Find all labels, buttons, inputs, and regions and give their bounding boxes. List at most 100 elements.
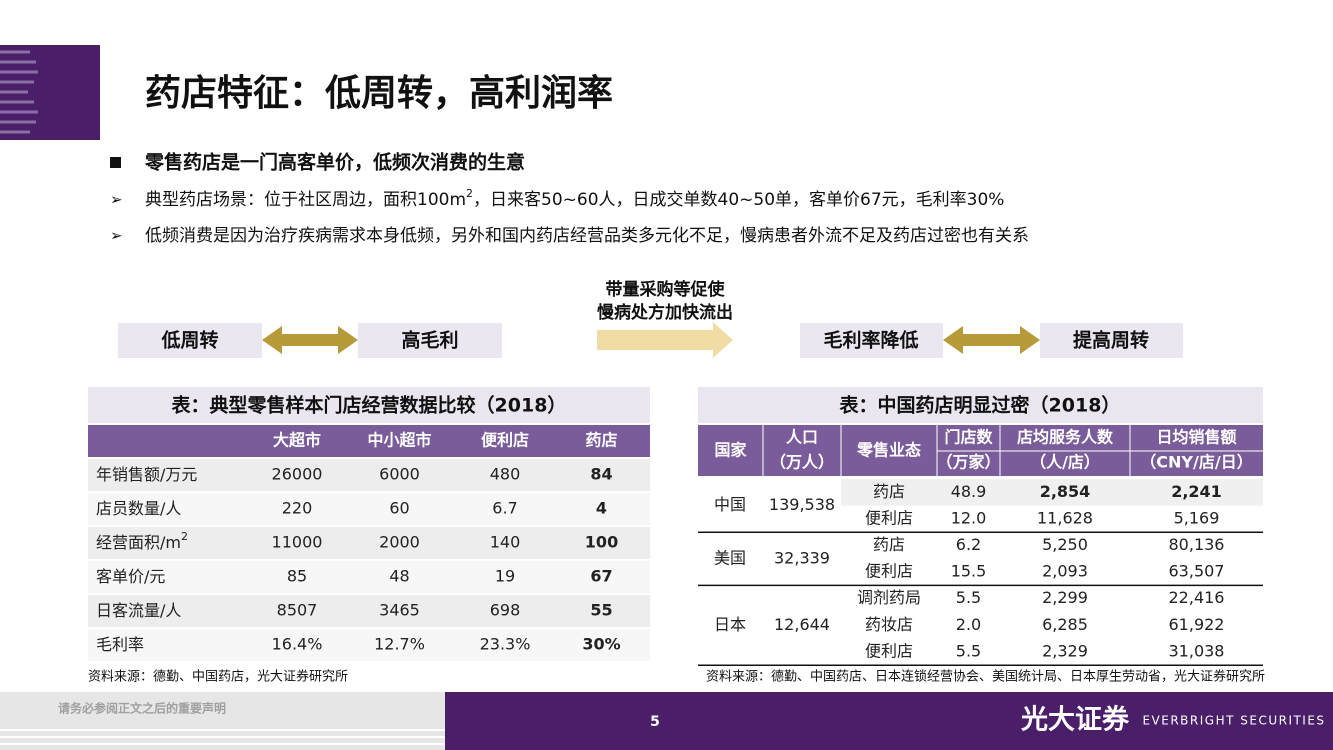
logo-block	[0, 45, 100, 140]
cell: 5.5	[956, 641, 981, 660]
cell: 698	[490, 601, 521, 620]
header-cell: 门店数	[944, 428, 993, 447]
caption: 表：中国药店明显过密（2018）	[840, 394, 1121, 417]
row-label: 日客流量/人	[96, 601, 181, 620]
row-bg	[88, 561, 650, 593]
cell: 11,628	[1037, 508, 1093, 527]
header-cell: 药店	[585, 431, 617, 450]
row-bg	[88, 629, 650, 661]
sub-bullet: 典型药店场景：位于社区周边，面积100m2，日来客50~60人，日成交单数40~…	[145, 187, 1004, 211]
highlight-row	[841, 479, 1263, 506]
table-2: 表：中国药店明显过密（2018） 国家 人口 （万人） 零售业态 门店数 （万家） 店均服务人…	[698, 387, 1265, 685]
label-text: 日客流量/人	[96, 601, 181, 620]
cell: 12.7%	[374, 635, 425, 654]
cell: 16.4%	[272, 635, 323, 654]
box	[118, 323, 262, 358]
header-cell: （人/店）	[1030, 453, 1100, 472]
caption-bg	[698, 387, 1263, 423]
cell: 67	[590, 567, 612, 586]
cell: 2000	[379, 533, 420, 552]
row-label: 经营面积/m2	[96, 530, 188, 552]
cell: 8507	[277, 601, 318, 620]
brand-en: EVERBRIGHT SECURITIES	[1142, 714, 1325, 728]
cell: 19	[495, 567, 515, 586]
footer-left	[0, 692, 445, 750]
header-cell: （万人）	[770, 453, 834, 472]
box	[358, 323, 502, 358]
header-cell: 店均服务人数	[1017, 428, 1114, 447]
box-label: 提高周转	[1073, 329, 1149, 352]
row-bg	[88, 459, 650, 491]
main-bullet: 零售药店是一门高客单价，低频次消费的生意	[144, 151, 525, 174]
box-label: 低周转	[160, 329, 218, 352]
cell: 便利店	[865, 641, 913, 660]
header-cell: 日均销售额	[1156, 428, 1236, 447]
cell: 31,038	[1169, 641, 1225, 660]
label-text: 年销售额/万元	[96, 465, 197, 484]
row-bg	[88, 595, 650, 627]
cell: 便利店	[865, 562, 913, 581]
cell: 63,507	[1169, 562, 1225, 581]
box	[1040, 323, 1183, 358]
bullet-square	[110, 157, 121, 168]
cell: 2,241	[1171, 482, 1222, 501]
superscript: 2	[466, 187, 473, 200]
double-arrow	[262, 326, 358, 354]
label-text: 毛利率	[96, 635, 144, 654]
cell: 6.2	[956, 535, 981, 554]
population: 139,538	[769, 495, 835, 514]
page-number: 5	[650, 714, 660, 730]
cell: 84	[590, 465, 612, 484]
cell: 23.3%	[480, 635, 531, 654]
cell: 85	[287, 567, 307, 586]
cell: 2,329	[1042, 641, 1088, 660]
cell: 26000	[272, 465, 323, 484]
cell: 2,299	[1042, 588, 1088, 607]
source: 资料来源：德勤、中国药店、日本连锁经营协会、美国统计局、日本厚生劳动省，光大证券…	[706, 669, 1265, 685]
cell: 4	[596, 499, 607, 518]
row-label: 年销售额/万元	[96, 465, 197, 484]
cell: 30%	[582, 635, 620, 654]
header-cell: 国家	[714, 441, 747, 460]
diagram: 低周转 高毛利 带量采购等促使 慢病处方加快流出 毛利率降低 提高周转	[118, 279, 1183, 358]
population: 32,339	[774, 548, 830, 567]
cell: 61,922	[1169, 615, 1225, 634]
middle-label: 慢病处方加快流出	[597, 302, 733, 323]
header-bg	[88, 425, 650, 457]
cell: 100	[585, 533, 618, 552]
header-cell: （CNY/店/日）	[1140, 453, 1252, 472]
cell: 48.9	[951, 482, 987, 501]
cell: 140	[490, 533, 521, 552]
cell: 药妆店	[865, 615, 913, 634]
text: 典型药店场景：位于社区周边，面积100m	[145, 190, 466, 210]
row-bg	[88, 493, 650, 525]
footer-right	[445, 692, 1333, 750]
label-text: 客单价/元	[96, 567, 165, 586]
header-cell: 中小超市	[367, 431, 431, 450]
box-label: 毛利率降低	[823, 329, 918, 352]
footer-stripes	[0, 729, 445, 745]
cell: 5.5	[956, 588, 981, 607]
box-label: 高毛利	[401, 329, 458, 352]
country: 日本	[714, 615, 746, 634]
title: 药店特征：低周转，高利润率	[145, 73, 613, 114]
arrow-bullet: ➢	[110, 227, 123, 245]
header-cell: 便利店	[481, 431, 529, 450]
cell: 调剂药局	[857, 588, 921, 607]
label-text: 经营面积/m	[96, 533, 181, 552]
superscript: 2	[181, 530, 188, 543]
cell: 55	[590, 601, 612, 620]
table-1: 表：典型零售样本门店经营数据比较（2018） 大超市 中小超市 便利店 药店年销售额/万…	[88, 387, 650, 685]
cell: 11000	[272, 533, 323, 552]
cell: 5,169	[1174, 508, 1220, 527]
cell: 220	[282, 499, 313, 518]
cell: 2,093	[1042, 562, 1088, 581]
cell: 5,250	[1042, 535, 1088, 554]
label-text: 店员数量/人	[96, 499, 181, 518]
cell: 药店	[873, 482, 905, 501]
row-bg	[88, 527, 650, 559]
cell: 2,854	[1040, 482, 1091, 501]
box	[800, 323, 943, 358]
cell: 3465	[379, 601, 420, 620]
header-cell: 零售业态	[856, 441, 921, 460]
